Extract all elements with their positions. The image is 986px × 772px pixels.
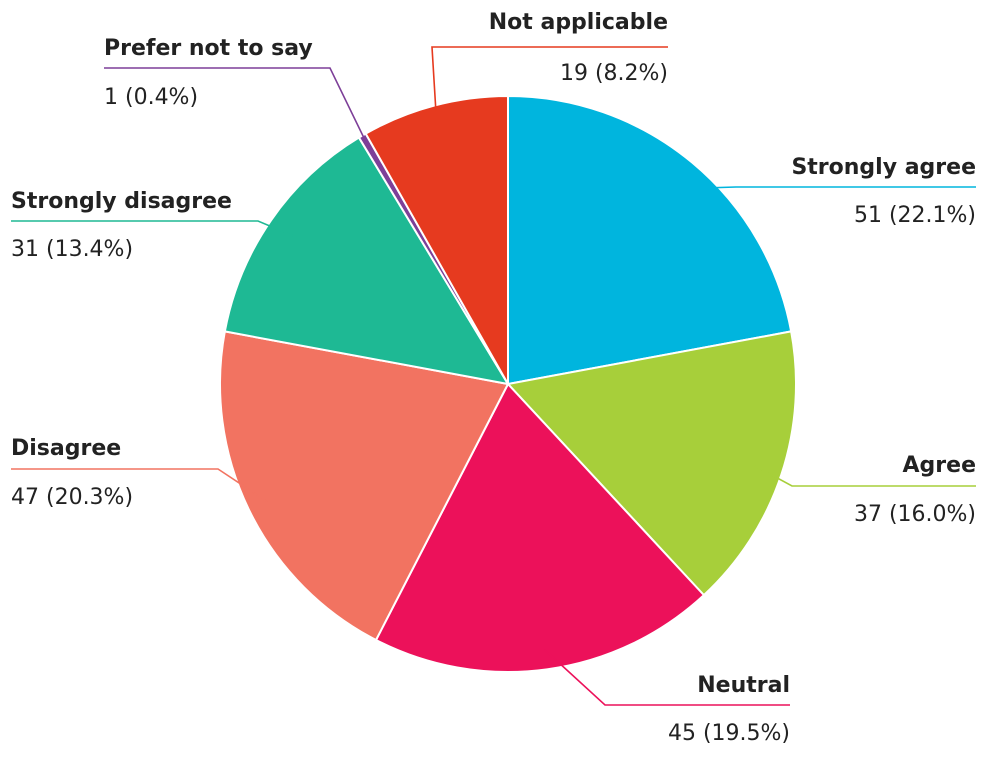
slice-label-strongly-agree: Strongly agree xyxy=(791,155,976,180)
slice-label-strongly-disagree: Strongly disagree xyxy=(11,189,232,214)
slice-value-strongly-disagree: 31 (13.4%) xyxy=(11,237,133,262)
leader-line-not-applicable xyxy=(431,46,668,112)
leader-line-neutral xyxy=(543,648,790,706)
slice-value-not-applicable: 19 (8.2%) xyxy=(560,61,668,86)
slice-value-strongly-agree: 51 (22.1%) xyxy=(854,203,976,228)
slice-value-prefer-not-to-say: 1 (0.4%) xyxy=(104,85,198,110)
slice-strongly-disagree xyxy=(223,136,509,385)
slice-disagree xyxy=(219,330,509,641)
leader-lines xyxy=(11,46,976,706)
slice-value-neutral: 45 (19.5%) xyxy=(668,721,790,746)
slice-label-agree: Agree xyxy=(903,453,976,478)
leader-line-prefer-not-to-say xyxy=(104,67,366,141)
slice-value-disagree: 47 (20.3%) xyxy=(11,485,133,510)
slice-neutral xyxy=(375,383,705,673)
slice-label-not-applicable: Not applicable xyxy=(489,10,668,35)
leader-line-strongly-disagree xyxy=(11,220,296,238)
slice-label-disagree: Disagree xyxy=(11,436,121,461)
pie-slices xyxy=(219,95,797,673)
slice-not-applicable xyxy=(364,95,509,385)
leader-line-disagree xyxy=(11,468,268,503)
leader-line-strongly-agree xyxy=(669,186,976,190)
slice-label-prefer-not-to-say: Prefer not to say xyxy=(104,36,313,61)
slice-strongly-agree xyxy=(507,95,793,385)
slice-agree xyxy=(507,330,797,597)
slice-value-agree: 37 (16.0%) xyxy=(854,502,976,527)
slice-label-neutral: Neutral xyxy=(697,673,790,698)
leader-line-agree xyxy=(753,464,976,487)
